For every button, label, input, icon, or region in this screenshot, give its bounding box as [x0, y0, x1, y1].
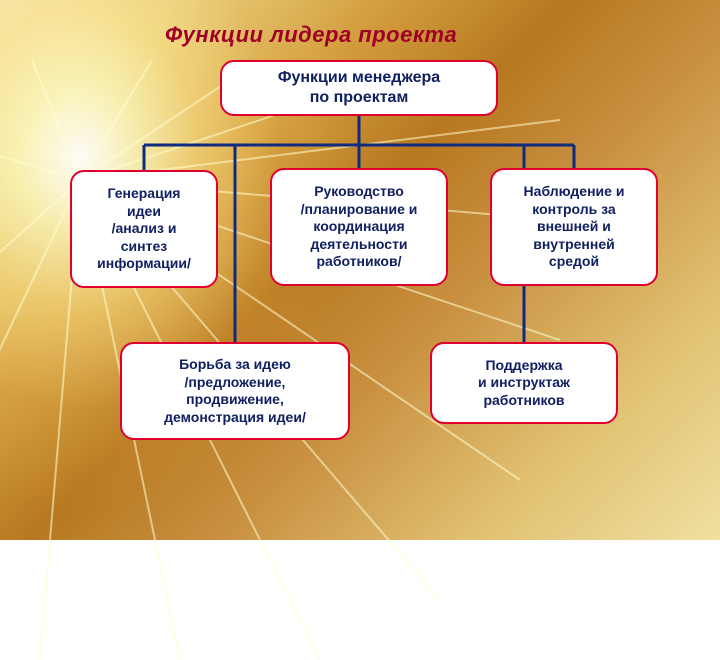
page-title: Функции лидера проекта	[165, 22, 457, 48]
node-root: Функции менеджерапо проектам	[220, 60, 498, 116]
node-label: Поддержкаи инструктажработников	[478, 357, 570, 410]
node-label: Наблюдение иконтроль завнешней ивнутренн…	[524, 183, 625, 271]
node-label: Борьба за идею/предложение,продвижение,д…	[164, 356, 306, 426]
node-row2-0: Борьба за идею/предложение,продвижение,д…	[120, 342, 350, 440]
node-row1-1: Руководство/планирование икоординациядея…	[270, 168, 448, 286]
node-row1-0: Генерацияидеи/анализ исинтезинформации/	[70, 170, 218, 288]
node-row1-2: Наблюдение иконтроль завнешней ивнутренн…	[490, 168, 658, 286]
node-row2-1: Поддержкаи инструктажработников	[430, 342, 618, 424]
node-label: Руководство/планирование икоординациядея…	[301, 183, 418, 271]
node-label: Генерацияидеи/анализ исинтезинформации/	[97, 185, 191, 273]
node-label: Функции менеджерапо проектам	[278, 68, 440, 108]
